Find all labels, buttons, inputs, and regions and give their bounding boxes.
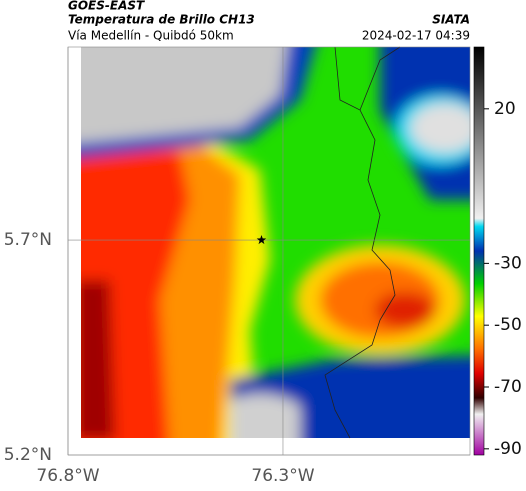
- colorbar-tick-label: 20: [494, 99, 516, 119]
- lat-tick-label: 5.2°N: [4, 445, 52, 465]
- colorbar-tick-label: -50: [494, 315, 522, 335]
- lon-tick-label: 76.3°W: [251, 466, 314, 486]
- brand: SIATA: [432, 13, 470, 27]
- colorbar-tick-label: -70: [494, 377, 522, 397]
- title: Temperatura de Brillo CH13: [68, 13, 255, 27]
- imagery: [81, 47, 470, 438]
- lon-tick-label: 76.8°W: [36, 466, 99, 486]
- lat-tick-label: 5.7°N: [4, 230, 52, 250]
- timestamp: 2024-02-17 04:39: [362, 29, 470, 43]
- borders: [324, 46, 401, 439]
- colorbar-tick-label: -30: [494, 253, 522, 273]
- colorbar-tick-label: -90: [494, 439, 522, 459]
- colorbar: [473, 46, 485, 456]
- source: GOES-EAST: [68, 0, 145, 13]
- station-marker: [256, 235, 267, 245]
- subtitle: Vía Medellín - Quibdó 50km: [68, 29, 234, 43]
